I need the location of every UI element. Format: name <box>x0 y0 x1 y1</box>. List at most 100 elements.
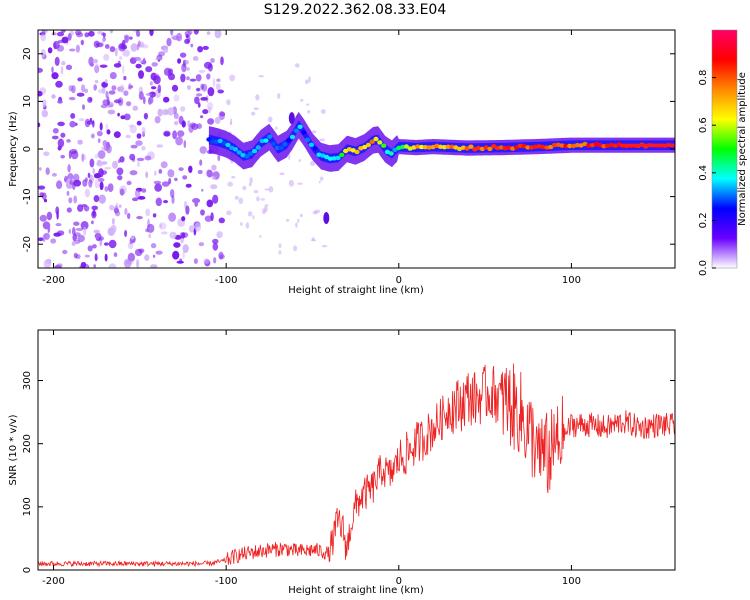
noise-blob <box>118 204 122 208</box>
ridge-cell <box>487 146 493 152</box>
ridge-cell <box>232 147 239 152</box>
ridge-cell <box>369 139 375 144</box>
noise-blob <box>137 196 146 200</box>
ridge-cell <box>278 145 284 150</box>
noise-blob <box>103 145 110 152</box>
noise-blob <box>136 157 145 162</box>
noise-blob <box>109 204 115 211</box>
ridge-cell <box>381 143 387 148</box>
ridge-cell <box>335 155 341 161</box>
colorbar-label: Normalized spectral amplitude <box>737 72 748 226</box>
noise-blob <box>81 204 87 208</box>
noise-blob <box>137 40 141 47</box>
noise-blob <box>123 113 131 121</box>
isolated-feature <box>323 212 330 224</box>
noise-blob <box>172 130 178 140</box>
colorbar-tick-label: 0.8 <box>698 70 709 86</box>
noise-blob <box>217 154 221 162</box>
noise-blob <box>182 59 186 68</box>
faint-noise-blob <box>278 243 282 249</box>
noise-blob <box>93 195 100 203</box>
noise-blob <box>109 30 114 34</box>
noise-blob <box>138 91 144 100</box>
noise-blob <box>87 172 91 178</box>
noise-blob <box>194 96 200 105</box>
noise-blob <box>66 178 72 185</box>
faint-noise-blob <box>293 245 298 252</box>
noise-blob <box>210 184 218 190</box>
ridge-cell <box>339 152 345 158</box>
noise-blob <box>41 109 49 118</box>
noise-blob <box>187 30 193 35</box>
figure-title: S129.2022.362.08.33.E04 <box>264 2 447 18</box>
noise-blob <box>93 264 97 268</box>
noise-blob <box>141 126 146 136</box>
noise-blob <box>69 120 76 128</box>
noise-blob <box>98 194 106 204</box>
noise-blob <box>122 65 125 75</box>
noise-blob <box>177 130 185 138</box>
noise-blob <box>160 231 168 235</box>
noise-blob <box>195 74 202 82</box>
ridge-cell <box>210 139 216 144</box>
noise-blob <box>144 254 150 261</box>
noise-blob <box>203 258 210 264</box>
noise-blob <box>113 99 122 104</box>
noise-blob <box>94 79 99 84</box>
faint-noise-blob <box>275 126 278 130</box>
noise-blob <box>40 49 46 58</box>
noise-blob <box>141 188 147 193</box>
noise-blob <box>96 161 104 167</box>
ridge-cell <box>293 128 299 133</box>
noise-blob <box>138 70 144 79</box>
noise-blob <box>117 86 124 92</box>
noise-blob <box>51 172 58 177</box>
noise-blob <box>123 258 132 268</box>
noise-blob <box>55 223 62 227</box>
noise-blob <box>188 165 193 173</box>
colorbar-tick-label: 0.6 <box>698 117 709 133</box>
noise-blob <box>185 34 189 38</box>
noise-blob <box>104 166 112 170</box>
faint-noise-blob <box>258 75 264 78</box>
noise-blob <box>73 179 82 187</box>
faint-noise-blob <box>245 222 250 229</box>
noise-blob <box>190 43 194 48</box>
ridge-cell <box>255 145 261 150</box>
spectrogram-y-tick-label: 20 <box>22 47 33 60</box>
isolated-feature <box>288 112 295 125</box>
noise-blob <box>60 132 66 138</box>
noise-blob <box>93 84 97 91</box>
noise-blob <box>106 96 110 106</box>
noise-blob <box>123 90 129 96</box>
noise-blob <box>107 183 114 193</box>
noise-blob <box>142 57 146 65</box>
faint-noise-blob <box>264 204 269 207</box>
noise-blob <box>195 87 201 92</box>
noise-blob <box>98 177 105 182</box>
noise-blob <box>152 213 157 218</box>
noise-blob <box>51 72 59 80</box>
noise-blob <box>77 234 85 243</box>
noise-blob <box>73 195 78 204</box>
noise-blob <box>138 60 144 63</box>
noise-blob <box>102 37 105 44</box>
ridge-cell <box>388 151 394 156</box>
noise-blob <box>206 73 211 80</box>
ridge-cell <box>225 142 231 148</box>
noise-blob <box>47 47 53 54</box>
noise-blob <box>70 113 76 119</box>
faint-noise-blob <box>288 154 291 161</box>
noise-blob <box>71 241 76 247</box>
noise-blob <box>145 66 153 73</box>
noise-blob <box>188 225 196 233</box>
spectrogram-y-axis-label: Frequency (Hz) <box>8 111 19 187</box>
noise-blob <box>129 238 133 245</box>
noise-blob <box>51 66 54 73</box>
noise-blob <box>126 180 132 186</box>
noise-blob <box>194 202 198 207</box>
faint-noise-blob <box>268 186 274 193</box>
snr-x-tick-label: -200 <box>42 576 65 587</box>
noise-blob <box>84 254 90 258</box>
